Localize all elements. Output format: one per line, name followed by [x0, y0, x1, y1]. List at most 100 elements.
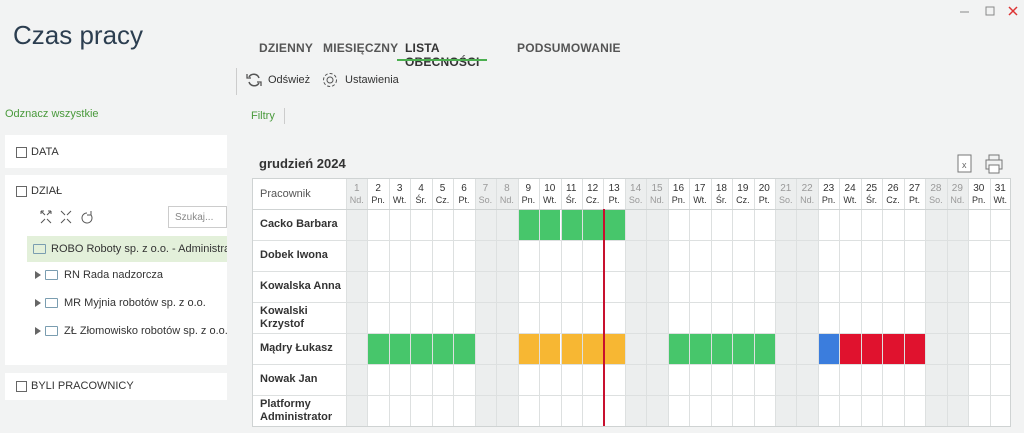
search-input[interactable]: Szukaj...: [168, 206, 227, 228]
absence-day: [561, 210, 582, 240]
deselect-all[interactable]: Odznacz wszystkie: [5, 108, 99, 120]
day-number: 28: [930, 183, 942, 194]
tree-item[interactable]: ZŁ Złomowisko robotów sp. z o.o.: [64, 325, 228, 337]
absence-day: [411, 334, 432, 364]
employee-name: Platformy Administrator: [260, 397, 333, 423]
day-number: 5: [439, 183, 446, 194]
tree-row-selected[interactable]: [27, 236, 227, 262]
absence[interactable]: [367, 334, 475, 364]
checkbox[interactable]: [16, 381, 27, 392]
day-number: 18: [715, 183, 727, 194]
employee-name: Cacko Barbara: [260, 218, 338, 230]
month-title: grudzień 2024: [259, 156, 346, 171]
separator: [284, 108, 285, 124]
absence[interactable]: [839, 334, 926, 364]
expand[interactable]: [35, 271, 41, 279]
day-number: 14: [630, 183, 642, 194]
absence-day: [368, 334, 389, 364]
day-number: 27: [908, 183, 921, 194]
absence-day: [518, 334, 540, 364]
window-controls: [960, 6, 1018, 16]
day-number: 24: [844, 183, 856, 194]
day-number: 3: [396, 183, 403, 194]
tree-item[interactable]: ROBO Roboty sp. z o.o. - Administrator: [51, 243, 227, 255]
absence-day: [754, 334, 775, 364]
day-number: 10: [544, 183, 556, 194]
tree-item[interactable]: MR Myjnia robotów sp. z o.o.: [64, 297, 206, 309]
export-icons[interactable]: x: [954, 153, 1004, 175]
maximize[interactable]: [985, 6, 995, 16]
absence-day: [861, 334, 883, 364]
day-name: So.: [778, 195, 793, 205]
day-number: 23: [823, 183, 835, 194]
day-name: So.: [628, 195, 643, 205]
absence-day: [582, 334, 604, 364]
day-name: Nd.: [650, 195, 665, 205]
day-number: 29: [951, 183, 963, 194]
header-pracownik: Pracownik: [260, 188, 311, 200]
date-panel: DATA: [5, 135, 227, 168]
day-name: Śr.: [565, 195, 577, 205]
employee-name: Nowak Jan: [260, 373, 318, 385]
department-label: DZIAŁ: [31, 185, 63, 197]
absence-day: [668, 334, 690, 364]
settings-button[interactable]: Ustawienia: [345, 74, 399, 86]
filters[interactable]: Filtry: [251, 110, 275, 122]
tab[interactable]: MIESIĘCZNY: [323, 41, 399, 55]
tree-item[interactable]: RN Rada nadzorcza: [64, 269, 164, 281]
tab[interactable]: PODSUMOWANIE: [517, 41, 621, 55]
absence-day: [561, 334, 582, 364]
tab[interactable]: DZIENNY: [259, 41, 314, 55]
absence[interactable]: [518, 210, 625, 240]
day-number: 31: [994, 183, 1006, 194]
absence-day: [604, 210, 625, 240]
separator: [236, 68, 237, 95]
day-name: Nd.: [950, 195, 965, 205]
day-name: So.: [929, 195, 943, 205]
day-number: 8: [504, 183, 510, 194]
svg-text:x: x: [962, 160, 967, 170]
expand[interactable]: [35, 327, 41, 335]
day-number: 30: [973, 183, 985, 194]
row-line: [253, 333, 1010, 334]
absence-day: [540, 210, 561, 240]
expand[interactable]: [35, 299, 41, 307]
calendar: Pracownik 1 Nd. 2 Pn. 3 Wt. 4 Śr. 5 Cz. 6 Pt. 7 So. 8 Nd…: [252, 178, 1011, 427]
absence-day: [389, 334, 411, 364]
active-tab-underline: [397, 59, 487, 61]
day-name: Nd.: [499, 195, 514, 205]
day-number: 26: [887, 183, 899, 194]
absence-day: [454, 334, 475, 364]
refresh-icon: [246, 73, 262, 87]
checkbox[interactable]: [16, 186, 27, 197]
day-name: Cz.: [886, 195, 900, 205]
row-line: [253, 395, 1010, 396]
day-name: Wt.: [543, 195, 557, 205]
tab[interactable]: LISTA OBECNOŚCI: [405, 41, 480, 69]
day-number: 21: [780, 183, 792, 194]
refresh-button[interactable]: Odśwież: [268, 74, 311, 86]
absence-day: [733, 334, 754, 364]
date-label: DATA: [31, 146, 59, 158]
day-name: Cz.: [435, 195, 450, 205]
absence[interactable]: [518, 334, 625, 364]
day-number: 20: [758, 183, 770, 194]
day-number: 1: [353, 183, 360, 194]
department-panel: DZIAŁ Szukaj... ROBO Roboty sp. z o.o. -…: [5, 175, 228, 365]
day-name: Pt.: [758, 195, 770, 205]
absence[interactable]: [818, 334, 840, 364]
day-name: Pt.: [908, 195, 920, 205]
day-name: Pn.: [521, 195, 536, 205]
day-name: Pn.: [972, 195, 986, 205]
day-name: Pt.: [458, 195, 470, 205]
tree-tools[interactable]: [39, 209, 99, 225]
employee-name: Kowalski Krzystof: [260, 304, 308, 330]
day-number: 6: [461, 183, 467, 194]
day-number: 22: [801, 183, 813, 194]
day-name: Wt.: [843, 195, 857, 205]
close[interactable]: [1008, 6, 1018, 16]
folder-icon: [33, 244, 46, 254]
absence[interactable]: [668, 334, 775, 364]
checkbox[interactable]: [16, 147, 27, 158]
